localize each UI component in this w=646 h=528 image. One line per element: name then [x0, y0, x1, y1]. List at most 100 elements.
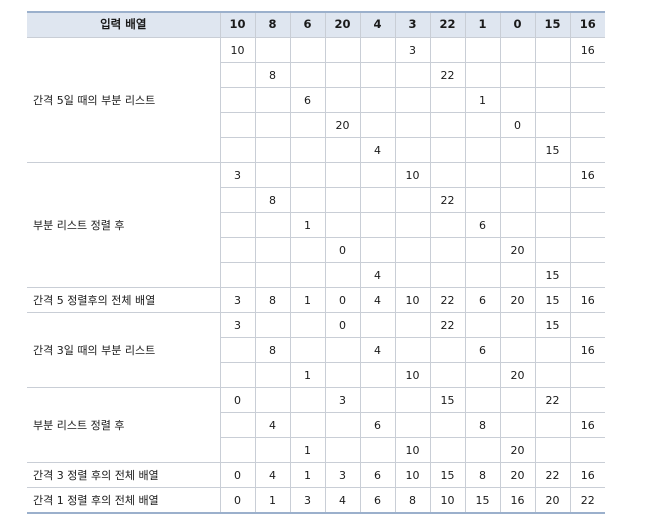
- array-cell: [359, 237, 396, 263]
- array-cell: [499, 87, 536, 113]
- array-cell: [254, 212, 291, 238]
- array-cell: [534, 437, 571, 463]
- array-cell: 0: [219, 462, 256, 488]
- table-row: 4 15: [27, 262, 605, 288]
- array-cell: [394, 412, 431, 438]
- array-cell: 3: [219, 287, 256, 313]
- array-cell: [359, 312, 396, 338]
- array-cell: 3: [219, 162, 256, 188]
- array-cell: 8: [464, 412, 501, 438]
- array-cell: [220, 62, 256, 88]
- array-cell: 4: [254, 412, 291, 438]
- array-cell: [429, 37, 466, 63]
- array-cell: 16: [569, 287, 605, 313]
- array-cell: 15: [464, 487, 501, 514]
- array-cell: [220, 337, 256, 363]
- array-cell: [569, 262, 605, 288]
- array-cell: [429, 112, 466, 138]
- array-cell: 6: [359, 487, 396, 514]
- array-cell: [324, 162, 361, 188]
- array-cell: 3: [219, 312, 256, 338]
- array-cell: [499, 62, 536, 88]
- header-label: 입력 배열: [27, 11, 221, 38]
- array-cell: 1: [289, 212, 326, 238]
- array-cell: [429, 337, 466, 363]
- array-cell: 8: [394, 487, 431, 514]
- group-label: 간격 3일 때의 부분 리스트: [27, 312, 221, 388]
- array-cell: 0: [324, 287, 361, 313]
- array-cell: [394, 62, 431, 88]
- array-cell: [289, 312, 326, 338]
- array-cell: 4: [359, 262, 396, 288]
- array-cell: 8: [464, 462, 501, 488]
- array-cell: [359, 362, 396, 388]
- array-cell: 20: [534, 487, 571, 514]
- array-cell: 8: [254, 287, 291, 313]
- array-cell: [534, 187, 571, 213]
- array-cell: [464, 362, 501, 388]
- array-cell: [499, 137, 536, 163]
- table-row: 0 20: [27, 237, 605, 263]
- array-cell: [394, 212, 431, 238]
- array-cell: [429, 237, 466, 263]
- array-cell: [289, 237, 326, 263]
- array-cell: [359, 112, 396, 138]
- array-cell: [254, 112, 291, 138]
- array-cell: [464, 162, 501, 188]
- array-cell: [324, 137, 361, 163]
- array-cell: 4: [359, 287, 396, 313]
- header-row: 입력 배열 10 8 6 20 4 3 22 1 0 15 16: [27, 11, 605, 38]
- array-cell: [289, 137, 326, 163]
- table-row: 간격 3일 때의 부분 리스트 3 0 22 15: [27, 312, 605, 388]
- table-row: 4 15: [27, 137, 605, 163]
- array-cell: [254, 262, 291, 288]
- array-cell: 6: [464, 287, 501, 313]
- array-cell: [394, 312, 431, 338]
- array-cell: [394, 87, 431, 113]
- array-cell: 16: [569, 162, 605, 188]
- array-cell: [464, 112, 501, 138]
- array-cell: 8: [254, 62, 291, 88]
- array-cell: [254, 437, 291, 463]
- header-value: 22: [429, 11, 466, 38]
- array-cell: 6: [464, 337, 501, 363]
- array-cell: [429, 137, 466, 163]
- array-cell: [254, 162, 291, 188]
- array-cell: [569, 312, 605, 338]
- array-cell: [569, 212, 605, 238]
- array-cell: [499, 412, 536, 438]
- array-cell: [289, 262, 326, 288]
- array-cell: [569, 362, 605, 388]
- array-cell: 4: [324, 487, 361, 514]
- array-cell: [289, 162, 326, 188]
- array-cell: [464, 437, 501, 463]
- array-cell: 4: [254, 462, 291, 488]
- array-cell: [429, 212, 466, 238]
- array-cell: 20: [499, 362, 536, 388]
- array-cell: [254, 362, 291, 388]
- table-row: 부분 리스트 정렬 후 3 10 16: [27, 162, 605, 288]
- array-cell: 16: [569, 462, 605, 488]
- array-cell: [359, 437, 396, 463]
- array-cell: [359, 387, 396, 413]
- array-cell: 6: [359, 412, 396, 438]
- array-cell: 22: [429, 187, 466, 213]
- array-cell: [220, 437, 256, 463]
- table-row: 간격 3 정렬 후의 전체 배열 0 4 1 3 6 10 15 8 20 22 16: [27, 462, 605, 488]
- array-cell: [464, 62, 501, 88]
- array-cell: 22: [569, 487, 605, 514]
- array-cell: [499, 212, 536, 238]
- array-cell: [429, 437, 466, 463]
- array-cell: [359, 162, 396, 188]
- array-cell: [324, 62, 361, 88]
- array-cell: 16: [569, 37, 605, 63]
- array-cell: 0: [219, 487, 256, 514]
- header-value: 4: [359, 11, 396, 38]
- array-cell: [254, 87, 291, 113]
- array-cell: 6: [289, 87, 326, 113]
- array-cell: [464, 262, 501, 288]
- header-value: 8: [254, 11, 291, 38]
- array-cell: 16: [569, 337, 605, 363]
- array-cell: [569, 62, 605, 88]
